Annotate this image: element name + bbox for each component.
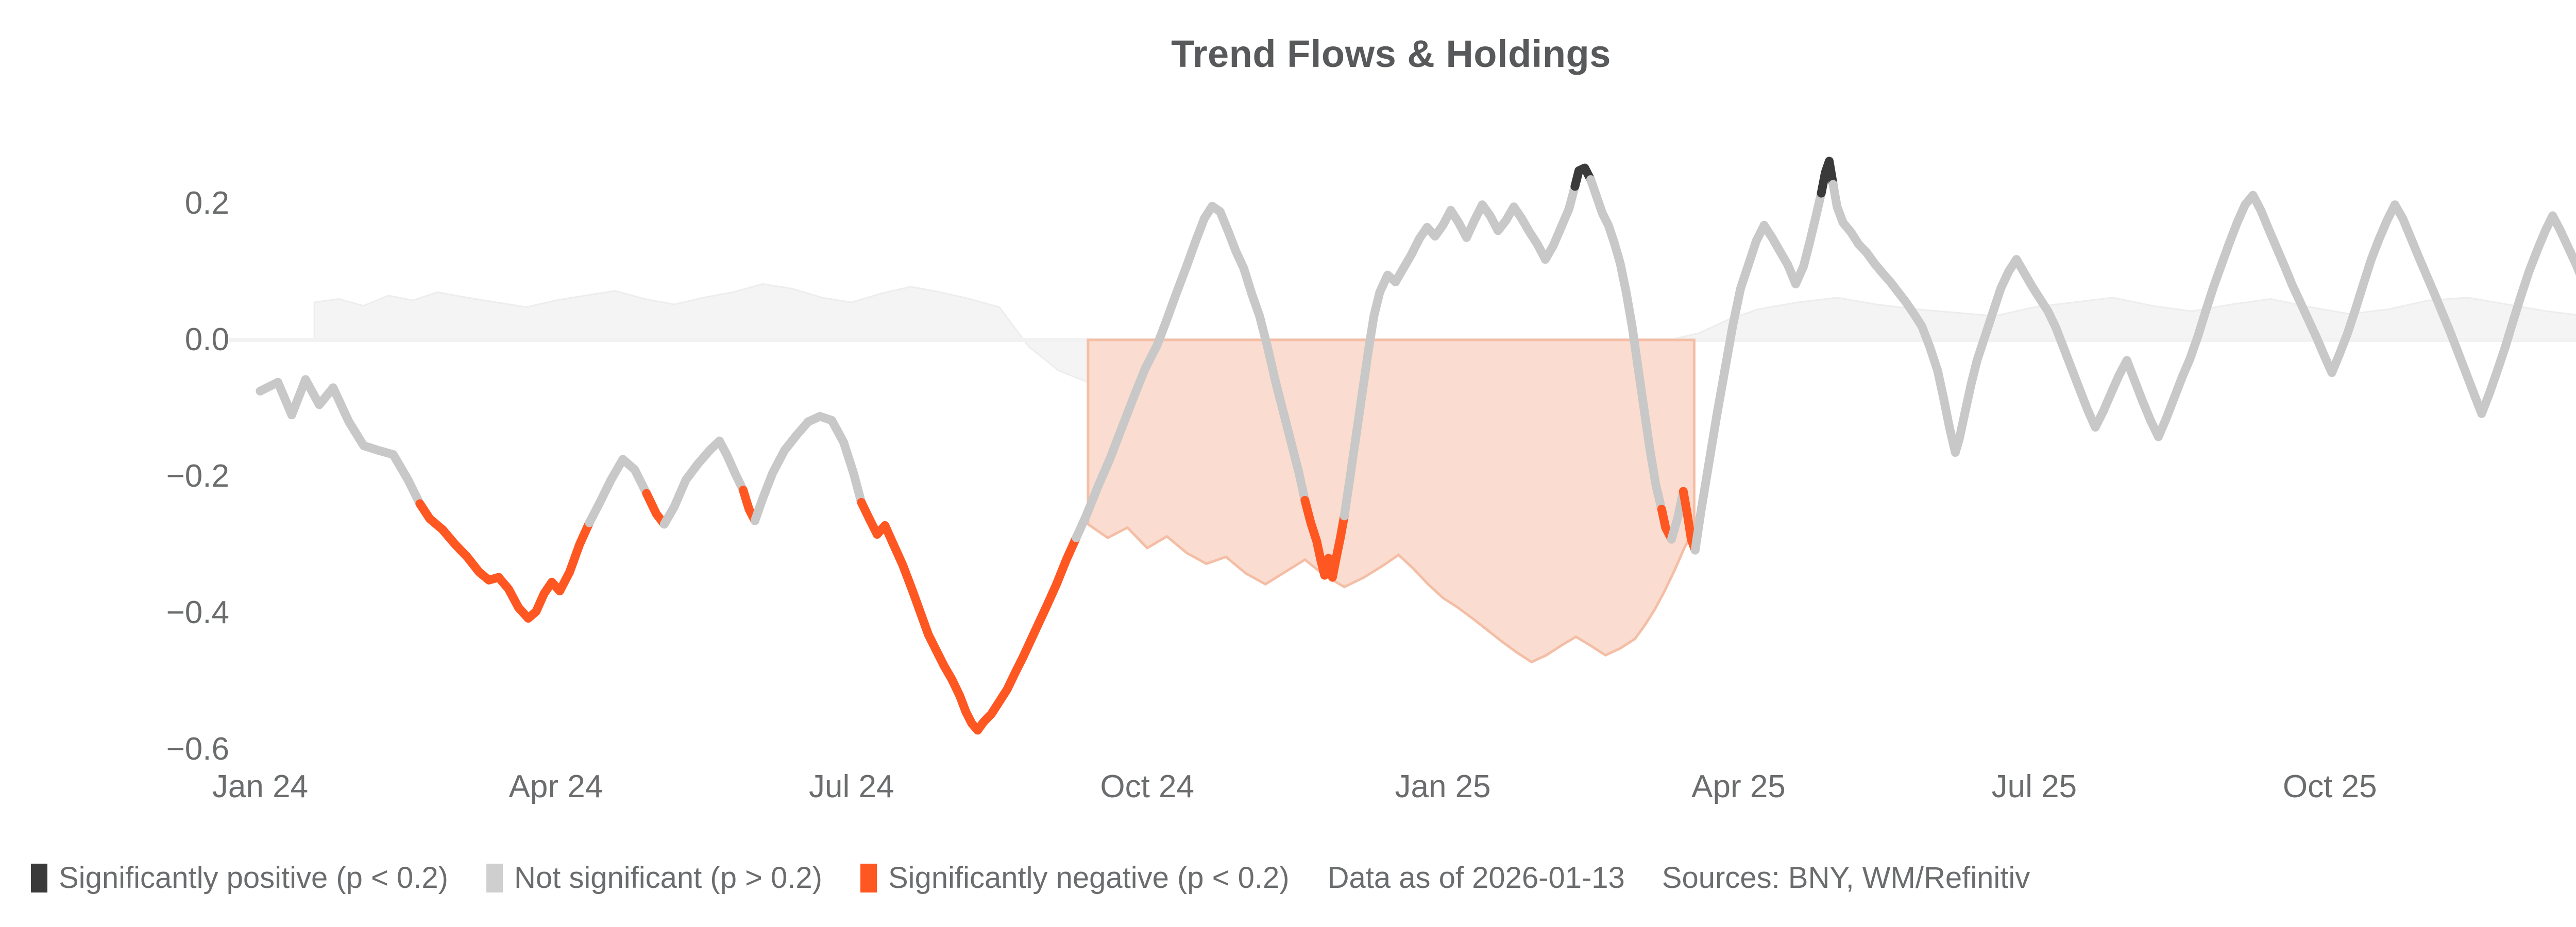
line-segment-neg	[415, 499, 594, 623]
trend-flow-line	[256, 157, 2576, 735]
line-segment-ns	[659, 436, 748, 529]
line-segment-pos	[1570, 163, 1595, 191]
y-tick-label: −0.4	[166, 595, 229, 630]
line-segment-ns	[1072, 201, 1310, 542]
x-tick-label: Jan 25	[1395, 769, 1491, 804]
legend-label-neutral: Not significant (p > 0.2)	[514, 861, 822, 895]
legend-item-negative[interactable]: Significantly negative (p < 0.2)	[860, 863, 1290, 893]
x-tick-label: Oct 24	[1100, 769, 1194, 804]
line-segment-neg	[857, 497, 1081, 735]
line-segment-neg	[1300, 495, 1349, 582]
y-tick-label: −0.2	[166, 458, 229, 494]
square-swatch-positive	[31, 864, 47, 892]
data-as-of-note: Data as of 2026-01-13	[1327, 861, 1625, 895]
x-tick-label: Jan 24	[212, 769, 309, 804]
line-segment-ns	[585, 455, 651, 527]
line-segment-ns	[1690, 188, 1826, 555]
legend-item-neutral[interactable]: Not significant (p > 0.2)	[486, 863, 822, 893]
x-tick-label: Apr 24	[509, 769, 603, 804]
line-segment-ns	[1340, 182, 1580, 521]
sources-note: Sources: BNY, WM/Refinitiv	[1662, 861, 2030, 895]
legend-label-negative: Significantly negative (p < 0.2)	[888, 861, 1290, 895]
y-tick-label: 0.0	[184, 322, 229, 357]
legend-item-positive[interactable]: Significantly positive (p < 0.2)	[31, 863, 448, 893]
square-swatch-neutral	[486, 864, 503, 892]
line-segment-ns	[1586, 175, 1666, 514]
y-tick-label: −0.6	[166, 731, 229, 767]
x-tick-label: Jul 24	[809, 769, 894, 804]
page-title: Trend Flows & Holdings	[1171, 32, 1611, 75]
y-tick-label: 0.2	[184, 185, 229, 221]
line-segment-ns	[256, 375, 425, 508]
line-segment-neg	[642, 489, 669, 529]
x-tick-label: Jul 25	[1991, 769, 2077, 804]
negative-holdings-area	[1087, 338, 1696, 664]
x-tick-label: Oct 25	[2282, 769, 2377, 804]
chart-legend: Significantly positive (p < 0.2) Not sig…	[31, 855, 2030, 901]
x-tick-label: Apr 25	[1691, 769, 1786, 804]
legend-label-positive: Significantly positive (p < 0.2)	[59, 861, 448, 895]
x-tick-label: Jan 26	[2522, 768, 2576, 805]
square-swatch-negative	[860, 864, 877, 892]
line-segment-ns	[750, 411, 866, 525]
line-segment-pos	[1817, 157, 1838, 198]
line-segment-ns	[1828, 180, 2576, 457]
